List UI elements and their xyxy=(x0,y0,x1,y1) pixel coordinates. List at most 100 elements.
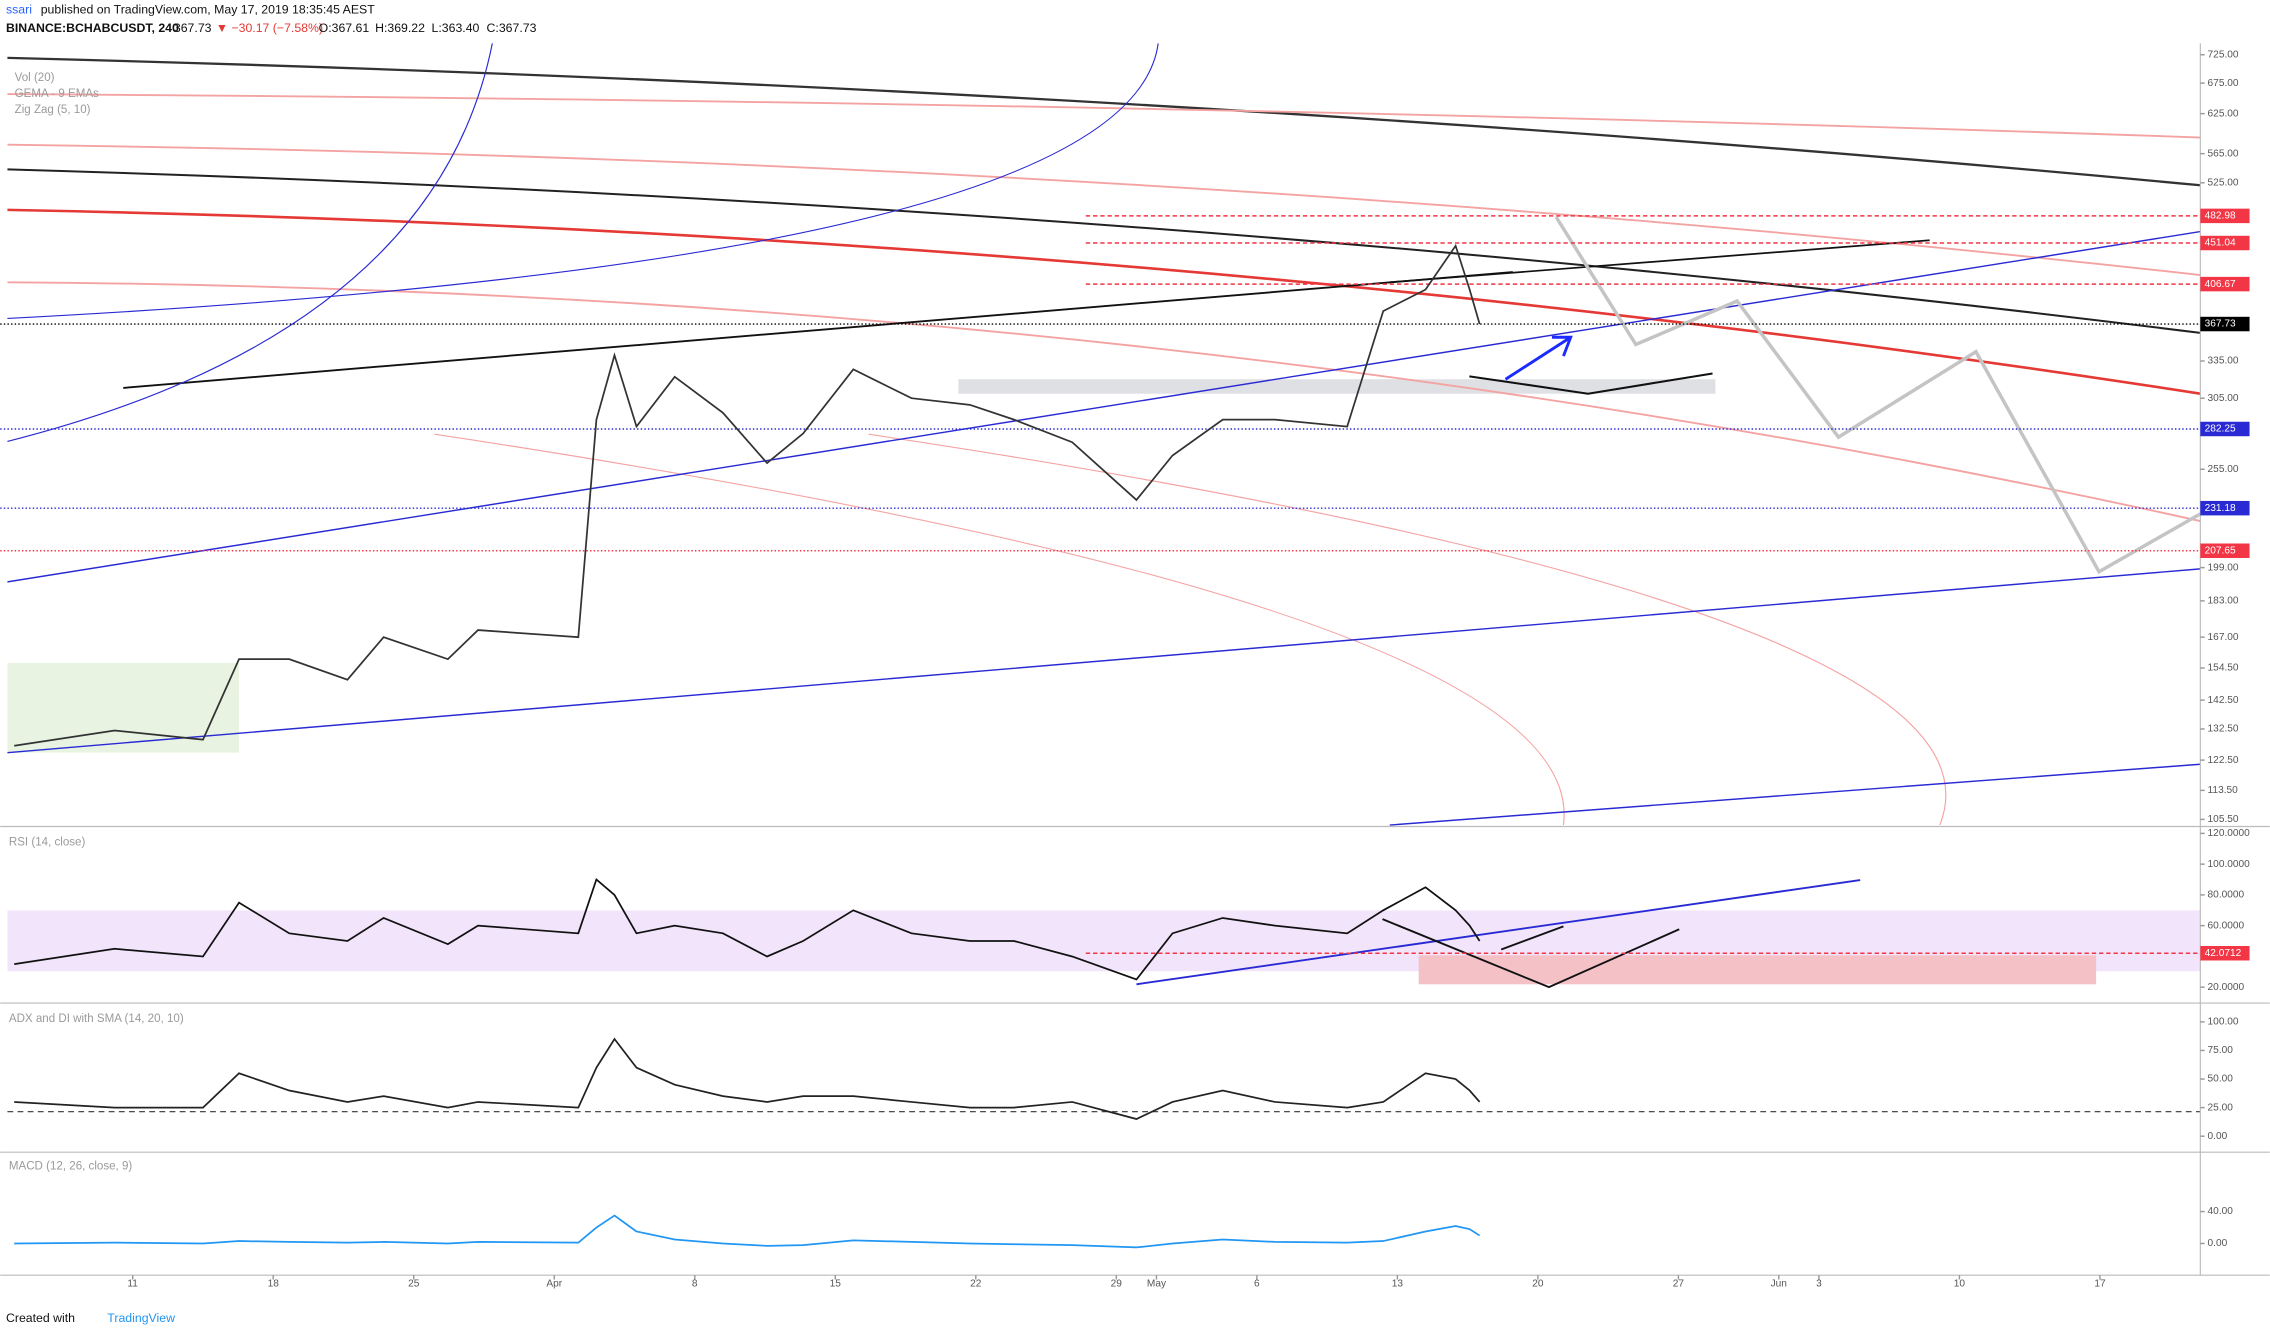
x-tick-label: 27 xyxy=(1673,1279,1685,1290)
legend-entry: Zig Zag (5, 10) xyxy=(15,104,91,116)
y-tick-label: 183.00 xyxy=(2208,596,2239,607)
arrow xyxy=(1504,335,1573,381)
y-tick-label: 20.0000 xyxy=(2208,982,2245,993)
footer-brand: TradingView xyxy=(107,1311,175,1325)
published: published on TradingView.com, May 17, 20… xyxy=(41,2,376,16)
y-tick-label: 725.00 xyxy=(2208,49,2239,60)
channel-line xyxy=(7,230,2201,583)
price-tag-label: 231.18 xyxy=(2205,503,2236,514)
rsi-trend xyxy=(1136,879,1861,986)
y-tick-label: 154.50 xyxy=(2208,663,2239,674)
x-tick-label: 20 xyxy=(1532,1279,1544,1290)
price-tag-label: 207.65 xyxy=(2205,545,2236,556)
trend-line xyxy=(123,271,1513,389)
channel-line xyxy=(1389,763,2201,826)
price-tag-label: 451.04 xyxy=(2205,238,2236,249)
y-tick-label: 132.50 xyxy=(2208,724,2239,735)
arc-line xyxy=(7,143,2201,276)
x-tick-label: 15 xyxy=(830,1279,842,1290)
price-tag xyxy=(2200,276,2250,292)
series-line xyxy=(14,1037,1481,1120)
pane-title: RSI (14, close) xyxy=(9,836,86,848)
forecast-path xyxy=(1554,216,2202,575)
price-tag-label: 367.73 xyxy=(2205,319,2236,330)
y-tick-label: 255.00 xyxy=(2208,464,2239,475)
shade-box xyxy=(7,662,240,753)
change: ▼ −30.17 (−7.58%) xyxy=(216,21,323,35)
trend-line xyxy=(1389,239,1930,284)
fib-arc xyxy=(7,43,493,443)
x-tick-label: 8 xyxy=(692,1279,698,1290)
y-tick-label: 122.50 xyxy=(2208,755,2239,766)
pane-title: ADX and DI with SMA (14, 20, 10) xyxy=(9,1013,184,1025)
y-tick-label: 525.00 xyxy=(2208,177,2239,188)
y-tick-label: 305.00 xyxy=(2208,393,2239,404)
x-tick-label: 17 xyxy=(2094,1279,2106,1290)
y-tick-label: 80.0000 xyxy=(2208,890,2245,901)
price-tag xyxy=(2200,421,2250,437)
y-tick-label: 335.00 xyxy=(2208,356,2239,367)
channel-line xyxy=(7,568,2201,754)
series-line xyxy=(14,243,1481,747)
y-tick-label: 25.00 xyxy=(2208,1102,2234,1113)
price-tag-label: 282.25 xyxy=(2205,424,2236,435)
x-tick-label: 13 xyxy=(1392,1279,1404,1290)
target-zone xyxy=(1418,955,2097,985)
drawings xyxy=(0,43,2270,1276)
x-tick-label: 11 xyxy=(127,1279,138,1290)
rsi-trend xyxy=(1382,918,1680,989)
arc-line xyxy=(7,281,2201,523)
y-tick-label: 100.00 xyxy=(2208,1017,2239,1028)
y-tick-label: 142.50 xyxy=(2208,695,2239,706)
price-tag xyxy=(2200,500,2250,516)
y-tick-label: 40.00 xyxy=(2208,1206,2234,1217)
y-tick-label: 199.00 xyxy=(2208,562,2239,573)
price-tag-label: 42.0712 xyxy=(2205,948,2242,959)
x-tick-label: 25 xyxy=(408,1279,420,1290)
x-tick-label: 22 xyxy=(970,1279,982,1290)
y-tick-label: 50.00 xyxy=(2208,1074,2234,1085)
high: H:369.22 xyxy=(375,21,425,35)
price-tag xyxy=(2200,235,2250,251)
x-tick-label: Jun xyxy=(1771,1279,1787,1290)
x-tick-label: 3 xyxy=(1816,1279,1822,1290)
price-tag-label: 482.98 xyxy=(2205,211,2236,222)
symbol: BINANCE:BCHABCUSDT, 240 xyxy=(6,21,179,35)
trend-line xyxy=(7,56,2201,187)
price-tag xyxy=(2200,208,2250,224)
y-tick-label: 100.0000 xyxy=(2208,859,2251,870)
y-tick-label: 167.00 xyxy=(2208,632,2239,643)
author: ssari xyxy=(6,2,32,16)
y-tick-label: 675.00 xyxy=(2208,78,2239,89)
y-tick-label: 625.00 xyxy=(2208,108,2239,119)
x-tick-label: 29 xyxy=(1111,1279,1123,1290)
arc-line xyxy=(868,433,1947,826)
y-tick-label: 105.50 xyxy=(2208,814,2239,825)
arc-line xyxy=(7,208,2201,395)
series-line xyxy=(14,1214,1481,1249)
arc-line xyxy=(7,93,2201,139)
price-tag xyxy=(2200,316,2250,332)
x-tick-label: May xyxy=(1147,1279,1167,1290)
trend-line xyxy=(1469,372,1713,395)
y-tick-label: 120.0000 xyxy=(2208,828,2251,839)
close: C:367.73 xyxy=(487,21,537,35)
pane-title: MACD (12, 26, close, 9) xyxy=(9,1161,133,1173)
low: L:363.40 xyxy=(432,21,480,35)
x-tick-label: 10 xyxy=(1954,1279,1966,1290)
y-tick-label: 0.00 xyxy=(2208,1131,2228,1142)
arc-line xyxy=(434,433,1565,826)
range-box xyxy=(958,379,1716,394)
pane-border xyxy=(0,43,2270,1276)
y-tick-label: 60.0000 xyxy=(2208,920,2245,931)
price-tag xyxy=(2200,946,2250,961)
y-tick-label: 565.00 xyxy=(2208,148,2239,159)
fib-arc xyxy=(7,43,1159,320)
last-price: 367.73 xyxy=(174,21,212,35)
footer-text: Created with xyxy=(6,1311,75,1325)
series-line xyxy=(14,877,1481,981)
trend-line xyxy=(7,168,2201,334)
price-tag xyxy=(2200,543,2250,558)
x-tick-label: Apr xyxy=(546,1279,562,1290)
